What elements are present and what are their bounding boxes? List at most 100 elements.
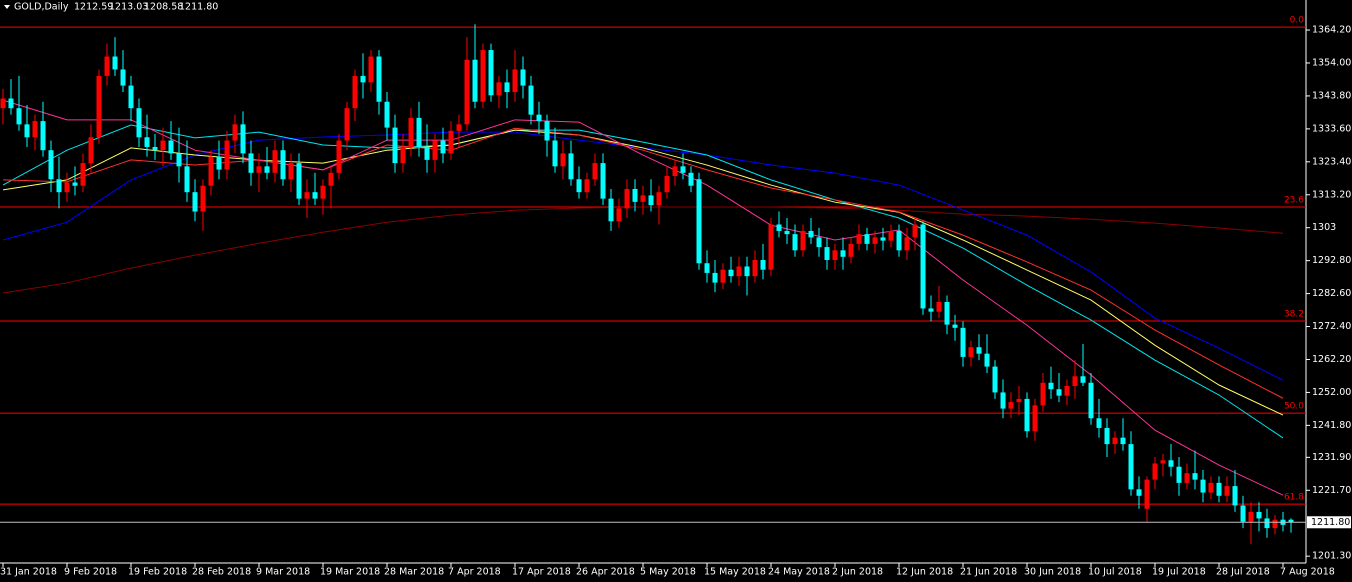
candle-body [776,224,782,231]
candle-body [1184,473,1190,483]
candle-body [1200,479,1206,493]
y-tick-label: 1292.80 [1312,255,1351,266]
candle-body [568,153,574,180]
candle-body [96,75,102,138]
candle-body [1144,479,1150,509]
candle-body [624,188,630,209]
y-tick-label: 1323.40 [1312,156,1351,167]
candle-body [1272,519,1278,529]
candle-body [240,124,246,154]
candle-body [440,140,446,154]
candle-body [576,179,582,193]
candle-body [688,172,694,186]
candle-body [712,272,718,283]
candle-body [200,185,206,212]
candle-body [48,150,54,180]
candle-body [360,75,366,83]
candle-body [536,114,542,122]
candle-body [88,137,94,164]
candle-body [904,237,910,251]
candle-body [512,69,518,93]
x-tick-label: 7 Apr 2018 [448,567,501,578]
candle-body [816,237,822,248]
y-tick-label: 1231.90 [1312,452,1351,463]
x-tick-label: 21 Jun 2018 [960,567,1017,578]
candle-body [1176,466,1182,483]
candle-body [704,263,710,273]
fib-label: 38.2 [1284,310,1304,320]
candle-body [432,140,438,160]
x-tick-label: 17 Apr 2018 [512,567,571,578]
symbol: GOLD,Daily [14,2,69,13]
fib-label: 50.0 [1284,402,1304,412]
x-tick-label: 30 Jun 2018 [1024,567,1081,578]
candle-body [24,124,30,138]
candle-body [176,153,182,167]
moving-average [2,124,1284,439]
candle-body [336,140,342,173]
candle-body [328,172,334,186]
candle-body [344,108,350,141]
candle-body [296,163,302,199]
candle-body [392,127,398,164]
candle-body [192,192,198,212]
fib-label: 61.8 [1284,493,1304,503]
candle-body [304,192,310,199]
candle-body [224,140,230,170]
candle-body [896,230,902,251]
candle-body [136,108,142,138]
candle-body [728,269,734,277]
candle-body [1256,511,1262,519]
y-tick-label: 1333.60 [1312,123,1351,134]
candle-body [760,260,766,270]
candle-body [1080,376,1086,383]
candle-body [496,82,502,96]
candle-body [600,163,606,199]
candle-body [1232,486,1238,506]
candle-body [424,146,430,160]
candle-body [64,182,70,193]
candle-body [376,56,382,102]
candle-body [280,150,286,180]
x-tick-label: 9 Mar 2018 [256,567,310,578]
candle-body [976,347,982,354]
candle-body [112,56,118,70]
candle-body [672,166,678,177]
candle-body [1016,398,1022,403]
candle-body [520,69,526,86]
candle-body [288,163,294,180]
current-price-box [1307,516,1351,529]
y-tick-label: 1221.70 [1312,485,1351,496]
candle-body [16,108,22,125]
candle-body [504,82,510,93]
y-tick-label: 1252.00 [1312,387,1351,398]
header-close: 1211.80 [179,2,218,13]
x-tick-label: 28 Feb 2018 [192,567,251,578]
candle-body [856,234,862,244]
candle-body [984,353,990,367]
candle-body [632,188,638,202]
candle-body [992,366,998,393]
candle-body [40,121,46,151]
candle-body [248,153,254,173]
candle-body [832,250,838,261]
candle-body [1216,482,1222,496]
candle-body [1240,505,1246,522]
candle-body [352,75,358,109]
candle-body [872,237,878,244]
candle-body [120,69,126,86]
candle-body [408,117,414,147]
candle-body [1024,398,1030,432]
candle-body [400,146,406,164]
candle-body [456,124,462,131]
candle-body [752,260,758,277]
candle-body [8,98,14,109]
candle-body [560,153,566,167]
candle-body [792,234,798,251]
candle-body [464,59,470,125]
y-tick-label: 1364.20 [1312,25,1351,36]
x-tick-label: 7 Aug 2018 [1280,567,1335,578]
moving-average [2,99,1284,496]
